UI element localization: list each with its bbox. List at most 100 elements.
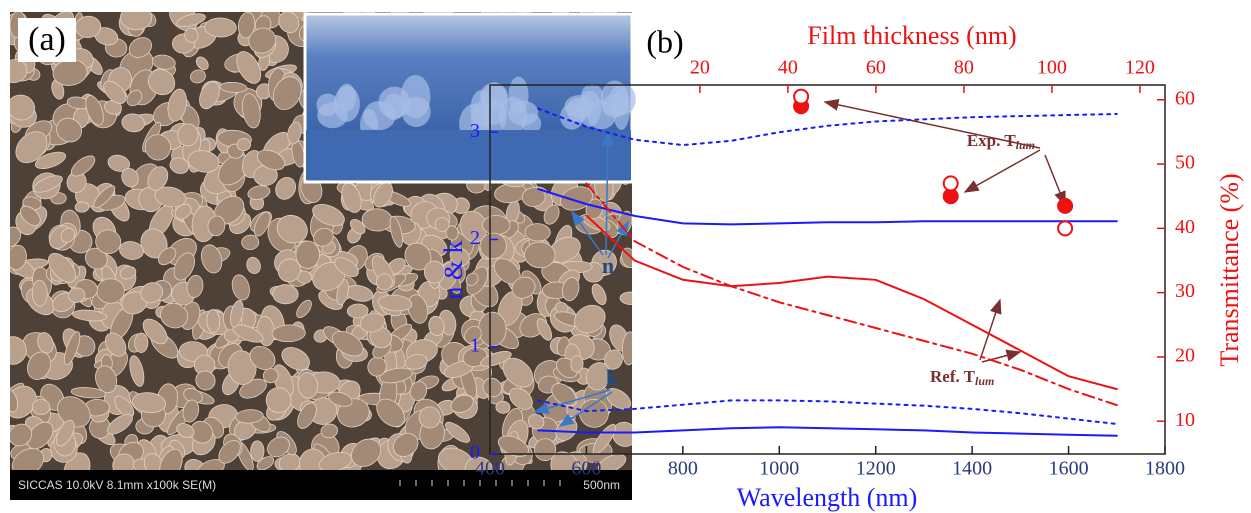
grain <box>392 433 419 457</box>
grain <box>524 223 551 242</box>
grain <box>33 175 63 193</box>
grain <box>444 421 471 443</box>
y2-axis-title: Transmittance (%) <box>1215 173 1244 366</box>
inset-grain <box>484 99 507 135</box>
grain <box>407 294 429 324</box>
grain <box>562 277 580 302</box>
grain <box>418 406 441 429</box>
grain <box>230 299 244 328</box>
grain <box>129 355 145 387</box>
arrow <box>979 298 1002 361</box>
annotation: Exp. Tlum <box>967 131 1035 152</box>
grain <box>119 266 137 280</box>
grain <box>267 436 290 458</box>
x-tick-label: 1800 <box>1145 458 1185 480</box>
grain <box>585 198 604 220</box>
grain <box>160 302 189 329</box>
grain <box>585 362 611 391</box>
grain <box>527 414 545 430</box>
grain <box>56 117 82 143</box>
arrow <box>981 349 1022 363</box>
y2-tick-label: 60 <box>1175 87 1195 109</box>
grain <box>173 252 195 281</box>
grain <box>318 451 353 470</box>
grain <box>253 211 271 237</box>
inset-substrate <box>306 130 631 180</box>
grain <box>297 402 317 429</box>
grain <box>604 349 623 370</box>
grain <box>195 56 209 71</box>
grain <box>534 438 557 462</box>
grain <box>272 284 299 305</box>
grain <box>199 81 220 110</box>
y2-tick-label: 30 <box>1175 280 1195 302</box>
grain <box>619 291 632 306</box>
grain <box>236 51 262 84</box>
grain <box>265 387 292 414</box>
grain <box>70 387 107 399</box>
grain <box>10 244 27 271</box>
y-tick-label: 3 <box>470 120 480 142</box>
inset-grain <box>337 83 357 112</box>
grain <box>464 456 494 470</box>
x2-tick-label: 60 <box>866 57 886 79</box>
inset-grain <box>400 74 431 119</box>
y-axis-title: n & k <box>439 240 468 299</box>
grain <box>404 354 428 370</box>
y2-tick-label: 50 <box>1175 152 1195 174</box>
grain <box>119 241 144 260</box>
grain <box>207 215 226 237</box>
grain <box>232 324 264 343</box>
scale-bar <box>399 480 561 486</box>
grain <box>376 398 405 427</box>
panel-label: (a) <box>28 21 66 58</box>
grain <box>167 88 187 122</box>
grain <box>184 459 206 470</box>
grain <box>219 81 248 93</box>
grain <box>189 69 206 84</box>
grain <box>375 273 393 291</box>
grain <box>182 399 200 423</box>
y2-tick-label: 10 <box>1175 409 1195 431</box>
grain <box>574 304 606 334</box>
grain <box>536 318 553 341</box>
grain <box>591 283 607 306</box>
grain <box>349 219 366 235</box>
grain <box>104 332 127 357</box>
grain <box>271 324 306 343</box>
arrow <box>533 389 611 414</box>
grain <box>11 448 45 470</box>
grain <box>423 260 446 284</box>
y2-tick-label: 20 <box>1175 345 1195 367</box>
scale-label: 500nm <box>583 478 620 492</box>
grain <box>72 309 107 322</box>
grain <box>249 345 276 370</box>
x-tick-label: 800 <box>668 458 698 480</box>
grain <box>184 27 199 43</box>
grain <box>31 279 48 307</box>
arrow <box>1044 154 1066 207</box>
grain <box>287 121 302 145</box>
grain <box>597 453 627 470</box>
grain <box>95 365 118 394</box>
grain <box>74 201 90 213</box>
x2-tick-label: 80 <box>954 57 974 79</box>
grain <box>147 69 176 96</box>
grain <box>313 227 334 247</box>
x2-tick-label: 120 <box>1125 57 1155 79</box>
grain <box>281 347 310 371</box>
grain <box>247 185 271 200</box>
annotation: n <box>602 253 614 278</box>
grain <box>176 13 206 27</box>
grain <box>140 282 164 304</box>
series-line <box>585 182 1118 407</box>
grain <box>328 391 353 407</box>
series-line <box>537 399 1118 425</box>
grain <box>103 80 127 104</box>
x-tick-label: 400 <box>475 458 505 480</box>
grain <box>480 351 512 367</box>
grain <box>334 257 359 278</box>
grain <box>297 372 319 399</box>
grain <box>543 204 560 225</box>
